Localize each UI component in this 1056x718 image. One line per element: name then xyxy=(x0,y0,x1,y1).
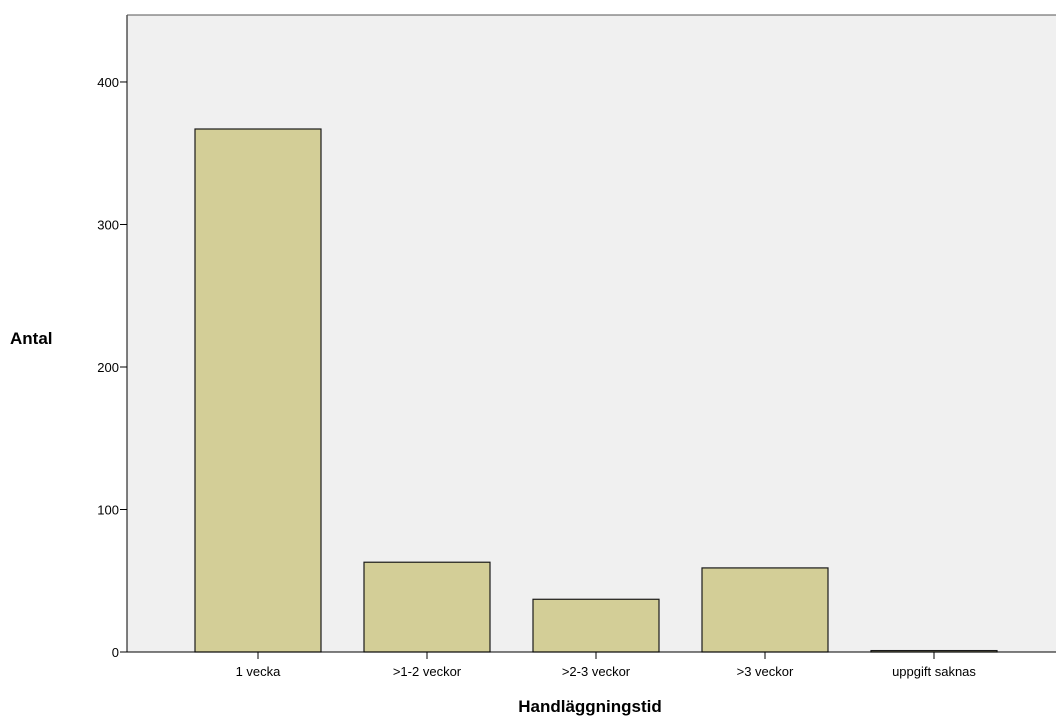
bar xyxy=(194,128,322,653)
y-tick-label: 300 xyxy=(97,217,119,232)
x-tick-label: >1-2 veckor xyxy=(393,664,462,679)
y-tick-label: 0 xyxy=(112,645,119,660)
x-ticks-group: 1 vecka >1-2 veckor >2-3 veckor >3 veckor up… xyxy=(236,652,976,679)
bar xyxy=(363,561,491,653)
y-tick-label: 200 xyxy=(97,360,119,375)
x-tick-label: >3 veckor xyxy=(737,664,794,679)
y-axis-title: Antal xyxy=(10,329,53,348)
bars-group xyxy=(194,128,998,653)
bar xyxy=(532,598,660,653)
x-tick-label: uppgift saknas xyxy=(892,664,976,679)
bar xyxy=(701,567,829,653)
y-ticks-group: 0 100 200 300 400 xyxy=(97,75,127,660)
y-tick-label: 400 xyxy=(97,75,119,90)
x-tick-label: 1 vecka xyxy=(236,664,282,679)
y-tick-label: 100 xyxy=(97,502,119,517)
x-tick-label: >2-3 veckor xyxy=(562,664,631,679)
x-axis-title: Handläggningstid xyxy=(518,697,662,716)
